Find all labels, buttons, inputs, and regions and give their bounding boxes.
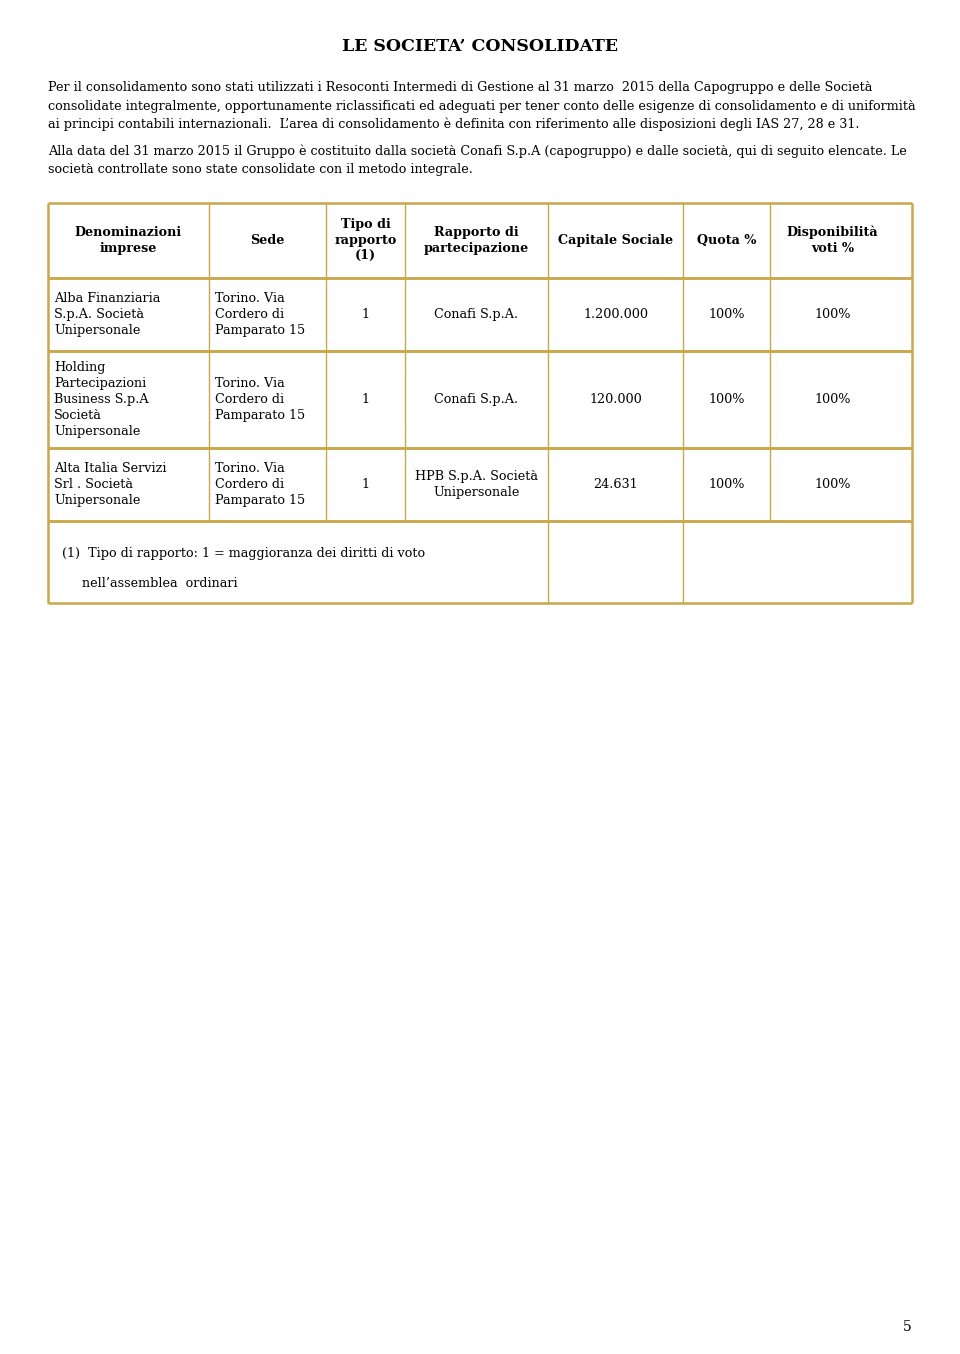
Text: 1: 1 (362, 307, 370, 321)
Text: 100%: 100% (708, 307, 745, 321)
Text: Tipo di
rapporto
(1): Tipo di rapporto (1) (334, 218, 396, 263)
Text: Torino. Via
Cordero di
Pamparato 15: Torino. Via Cordero di Pamparato 15 (215, 462, 305, 508)
Text: Alta Italia Servizi
Srl . Società
Unipersonale: Alta Italia Servizi Srl . Società Uniper… (54, 462, 166, 508)
Text: 1: 1 (362, 478, 370, 492)
Text: consolidate integralmente, opportunamente riclassificati ed adeguati per tener c: consolidate integralmente, opportunament… (48, 99, 916, 112)
Text: 100%: 100% (708, 478, 745, 492)
Text: Conafi S.p.A.: Conafi S.p.A. (435, 393, 518, 406)
Text: Holding
Partecipazioni
Business S.p.A
Società
Unipersonale: Holding Partecipazioni Business S.p.A So… (54, 362, 149, 437)
Text: Quota %: Quota % (697, 234, 756, 246)
Text: 100%: 100% (708, 393, 745, 406)
Text: società controllate sono state consolidate con il metodo integrale.: società controllate sono state consolida… (48, 162, 473, 176)
Text: ai principi contabili internazionali.  L’area di consolidamento è definita con r: ai principi contabili internazionali. L’… (48, 118, 859, 131)
Text: Per il consolidamento sono stati utilizzati i Resoconti Intermedi di Gestione al: Per il consolidamento sono stati utilizz… (48, 81, 873, 95)
Text: Capitale Sociale: Capitale Sociale (558, 234, 673, 246)
Text: 1.200.000: 1.200.000 (583, 307, 648, 321)
Text: Rapporto di
partecipazione: Rapporto di partecipazione (424, 226, 529, 255)
Text: LE SOCIETA’ CONSOLIDATE: LE SOCIETA’ CONSOLIDATE (342, 38, 618, 56)
Text: nell’assemblea  ordinari: nell’assemblea ordinari (62, 577, 238, 590)
Text: Alba Finanziaria
S.p.A. Società
Unipersonale: Alba Finanziaria S.p.A. Società Uniperso… (54, 291, 160, 337)
Text: 100%: 100% (814, 307, 851, 321)
Text: Alla data del 31 marzo 2015 il Gruppo è costituito dalla società Conafi S.p.A (c: Alla data del 31 marzo 2015 il Gruppo è … (48, 145, 907, 158)
Text: Torino. Via
Cordero di
Pamparato 15: Torino. Via Cordero di Pamparato 15 (215, 291, 305, 337)
Text: Conafi S.p.A.: Conafi S.p.A. (435, 307, 518, 321)
Text: 1: 1 (362, 393, 370, 406)
Text: 100%: 100% (814, 478, 851, 492)
Text: (1)  Tipo di rapporto: 1 = maggioranza dei diritti di voto: (1) Tipo di rapporto: 1 = maggioranza de… (62, 547, 425, 561)
Text: HPB S.p.A. Società
Unipersonale: HPB S.p.A. Società Unipersonale (415, 470, 538, 500)
Text: 24.631: 24.631 (593, 478, 638, 492)
Text: Torino. Via
Cordero di
Pamparato 15: Torino. Via Cordero di Pamparato 15 (215, 376, 305, 422)
Text: 100%: 100% (814, 393, 851, 406)
Text: Denominazioni
imprese: Denominazioni imprese (75, 226, 181, 255)
Text: 120.000: 120.000 (589, 393, 642, 406)
Text: Sede: Sede (251, 234, 285, 246)
Text: Disponibilità
voti %: Disponibilità voti % (786, 226, 878, 255)
Text: 5: 5 (903, 1320, 912, 1334)
